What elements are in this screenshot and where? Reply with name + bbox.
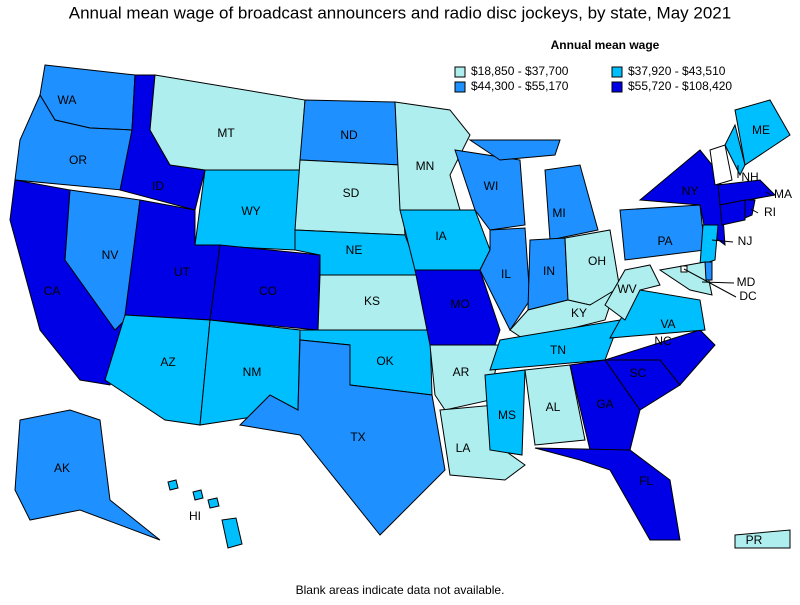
state-label: LA <box>456 441 471 455</box>
state-shape <box>429 344 501 411</box>
legend-label: $18,850 - $37,700 <box>471 64 569 78</box>
legend-label: $44,300 - $55,170 <box>471 79 569 93</box>
legend-swatch <box>611 66 623 78</box>
state-shape <box>699 224 719 266</box>
state-label: OK <box>376 354 393 368</box>
state-label: KY <box>571 306 587 320</box>
state-label: AK <box>54 461 70 475</box>
state-shape <box>64 189 141 331</box>
state-shape <box>704 261 713 281</box>
state-label: NJ <box>738 234 753 248</box>
leader-line <box>750 208 759 214</box>
state-label: HI <box>189 509 201 523</box>
state-label: TX <box>350 430 365 444</box>
state-shape <box>619 204 706 261</box>
state-label: ND <box>340 128 358 142</box>
state-shape <box>604 264 661 321</box>
state-label: PR <box>746 533 763 547</box>
state-shape <box>238 339 446 536</box>
leader-line <box>765 191 772 196</box>
state-label: WY <box>241 204 260 218</box>
state-shape <box>638 149 726 247</box>
leader-line <box>701 281 735 284</box>
state-shape <box>414 269 501 346</box>
legend-label: $55,720 - $108,420 <box>628 79 732 93</box>
state-label: ME <box>752 123 770 137</box>
state-label: NY <box>682 184 699 198</box>
state-label: ID <box>152 179 164 193</box>
state-label: OH <box>588 254 606 268</box>
state-label: MT <box>217 126 235 140</box>
state-shape <box>149 74 306 171</box>
state-shape <box>719 199 746 226</box>
footnote: Blank areas indicate data not available. <box>296 583 505 597</box>
state-shape <box>569 359 641 451</box>
state-label: UT <box>174 265 191 279</box>
state-label: NM <box>243 365 262 379</box>
legend: $18,850 - $37,700 $37,920 - $43,510 $44,30… <box>454 64 732 93</box>
legend-swatch <box>454 81 466 93</box>
legend-title: Annual mean wage <box>551 38 660 52</box>
state-shape <box>221 517 243 549</box>
state-shape <box>734 99 791 166</box>
legend-swatch <box>454 66 466 78</box>
state-label: FL <box>639 474 653 488</box>
state-label: CA <box>44 284 61 298</box>
legend-label: $37,920 - $43,510 <box>628 64 726 78</box>
state-label: DC <box>739 289 757 303</box>
state-shape <box>192 489 204 501</box>
state-label: RI <box>764 205 776 219</box>
state-shape <box>544 164 599 241</box>
state-shape <box>468 139 561 161</box>
state-shape <box>724 123 746 177</box>
state-label: CO <box>259 284 277 298</box>
state-label: OR <box>69 153 87 167</box>
state-label: IA <box>435 229 446 243</box>
state-shape <box>709 144 733 186</box>
state-label: SC <box>630 366 647 380</box>
map-title: Annual mean wage of broadcast announcers… <box>69 3 731 22</box>
state-shape <box>484 369 526 456</box>
state-label: MI <box>552 206 565 220</box>
state-label: MA <box>774 187 792 201</box>
state-label: NE <box>346 243 363 257</box>
state-label: GA <box>596 397 613 411</box>
state-label: PA <box>657 234 672 248</box>
state-shape <box>734 529 791 549</box>
state-shape <box>534 447 681 541</box>
state-shape <box>14 409 161 541</box>
state-label: SD <box>343 186 360 200</box>
state-label: NC <box>654 334 672 348</box>
state-label: VA <box>660 317 675 331</box>
state-label: AL <box>546 400 561 414</box>
state-shape <box>167 479 179 491</box>
state-shape <box>717 179 777 206</box>
state-label: WA <box>58 93 77 107</box>
state-shape <box>604 329 716 386</box>
state-label: TN <box>550 343 566 357</box>
state-label: WV <box>617 282 636 296</box>
states: WA OR CA NV ID MT WY UT CO AZ NM ND SD NE KS OK TX MN IA MO… <box>9 64 792 549</box>
state-label: MD <box>737 275 756 289</box>
state-label: MS <box>498 408 516 422</box>
leader-line <box>711 239 734 243</box>
state-label: KS <box>364 294 380 308</box>
state-label: MO <box>450 297 469 311</box>
state-shape <box>207 497 220 509</box>
state-label: AR <box>453 365 470 379</box>
state-shape <box>524 364 586 446</box>
state-shape <box>104 314 211 426</box>
state-label: AZ <box>160 355 175 369</box>
state-label: NV <box>102 248 119 262</box>
state-shape <box>658 261 713 296</box>
state-shape <box>744 199 756 219</box>
state-label: IN <box>543 264 555 278</box>
leader-line <box>683 268 737 298</box>
state-label: WI <box>484 179 499 193</box>
state-label: IL <box>501 267 511 281</box>
state-label: MN <box>416 159 435 173</box>
legend-swatch <box>611 81 623 93</box>
